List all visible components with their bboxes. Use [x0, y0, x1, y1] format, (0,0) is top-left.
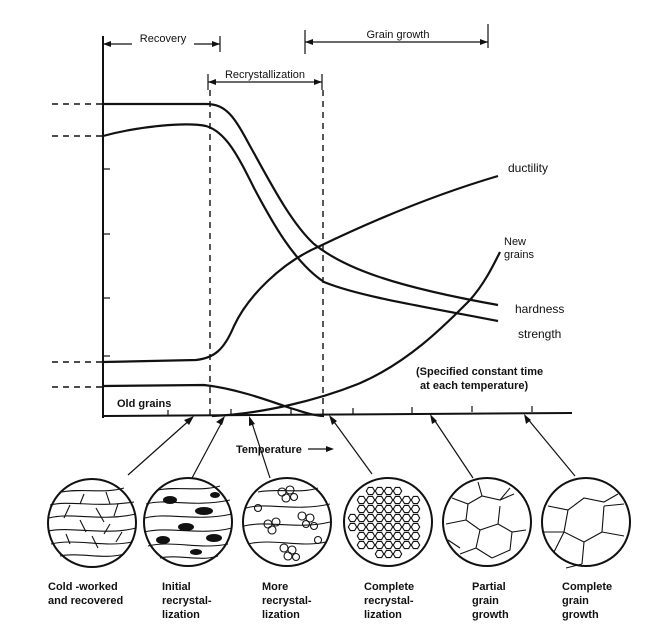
pointer-arrows: [127, 414, 576, 479]
hardness-curve: [103, 102, 499, 307]
new-grains-label-line1: New: [504, 236, 526, 248]
grain-growth-label: Grain growth: [367, 29, 430, 41]
svg-text:Complete: Complete: [364, 581, 414, 593]
strength-curve: [102, 123, 499, 323]
new-grains-curve: [211, 251, 501, 418]
strength-label: strength: [518, 327, 561, 341]
svg-text:recrystal-: recrystal-: [364, 595, 414, 607]
note-line2: at each temperature): [420, 380, 529, 392]
svg-text:growth: growth: [472, 609, 509, 621]
fine-grain: [392, 549, 403, 559]
microstructure-partial-grain-growth: [442, 477, 532, 567]
recrystallization-bracket: Recrystallization: [207, 67, 323, 90]
note-line1: (Specified constant time: [416, 366, 543, 378]
svg-text:lization: lization: [262, 609, 300, 621]
ductility-curve: [102, 174, 499, 364]
fine-grain: [410, 504, 421, 514]
svg-text:lization: lization: [162, 609, 200, 621]
svg-text:More: More: [262, 581, 288, 593]
svg-text:Cold -worked: Cold -worked: [48, 581, 118, 593]
svg-text:recrystal-: recrystal-: [162, 595, 212, 607]
caption-complete-recrystallization: Complete recrystal- lization: [364, 581, 414, 621]
svg-text:and recovered: and recovered: [48, 595, 123, 607]
microstructure-more-recrystallization: [242, 477, 332, 567]
fine-grain: [410, 531, 421, 541]
microstructure-complete-grain-growth: [541, 477, 631, 569]
svg-text:grain: grain: [562, 595, 589, 607]
recovery-label: Recovery: [140, 33, 187, 45]
svg-text:grain: grain: [472, 595, 499, 607]
svg-text:growth: growth: [562, 609, 599, 621]
recovery-bracket: Recovery: [102, 31, 221, 52]
fine-grain: [410, 540, 421, 550]
fine-grain: [410, 513, 421, 523]
fine-grain: [410, 495, 421, 505]
old-grains-label: Old grains: [117, 398, 171, 410]
hardness-label: hardness: [515, 302, 564, 316]
microstructure-complete-recrystallization: [343, 477, 433, 567]
svg-text:lization: lization: [364, 609, 402, 621]
fine-grain: [392, 486, 403, 496]
caption-more-recrystallization: More recrystal- lization: [262, 581, 312, 621]
svg-text:Partial: Partial: [472, 581, 506, 593]
caption-partial-grain-growth: Partial grain growth: [472, 581, 509, 621]
grain-growth-bracket: Grain growth: [304, 24, 489, 54]
initial-value-dashes: [52, 103, 103, 388]
caption-cold-worked: Cold -worked and recovered: [48, 581, 123, 607]
microstructure-cold-worked: [47, 478, 137, 568]
recrystallization-label: Recrystallization: [225, 69, 305, 81]
svg-text:recrystal-: recrystal-: [262, 595, 312, 607]
stage-boundaries: [209, 90, 324, 418]
new-grains-label-line2: grains: [504, 249, 534, 261]
ductility-label: ductility: [508, 161, 548, 175]
fine-grain: [410, 522, 421, 532]
svg-text:Complete: Complete: [562, 581, 612, 593]
caption-complete-grain-growth: Complete grain growth: [562, 581, 612, 621]
svg-text:Initial: Initial: [162, 581, 191, 593]
microstructure-initial-recrystallization: [143, 477, 233, 567]
caption-initial-recrystallization: Initial recrystal- lization: [162, 581, 212, 621]
temperature-label: Temperature: [236, 444, 302, 456]
temperature-axis-label: Temperature: [236, 444, 334, 456]
